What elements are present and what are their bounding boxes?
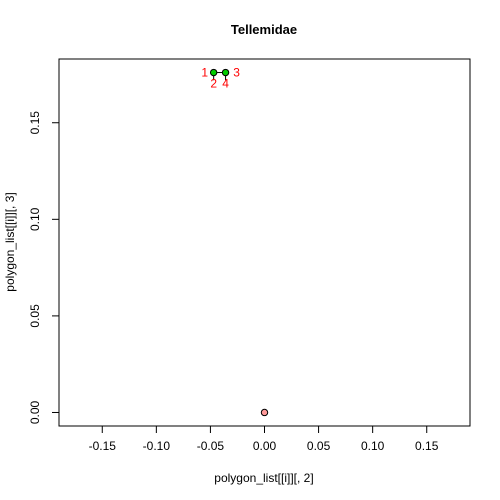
- data-points: [209, 68, 269, 417]
- y-tick-label: 0.10: [28, 207, 42, 231]
- point-label: 3: [233, 66, 240, 80]
- y-tick-label: 0.05: [28, 304, 42, 328]
- x-tick-label: 0.15: [415, 439, 439, 453]
- point-label: 4: [222, 77, 229, 91]
- y-axis-label: polygon_list[[i]][, 3]: [3, 192, 17, 291]
- x-tick-label: -0.15: [89, 439, 117, 453]
- data-point: [260, 408, 269, 417]
- y-tick-label: 0.00: [28, 400, 42, 424]
- y-axis: 0.00 0.05 0.10 0.15: [28, 111, 60, 424]
- chart-title: Tellemidae: [231, 22, 297, 37]
- x-tick-label: 0.00: [253, 439, 277, 453]
- x-tick-label: 0.05: [307, 439, 331, 453]
- point-annotations: 1 3 2 4: [201, 66, 240, 91]
- data-point: [221, 68, 230, 77]
- y-tick-label: 0.15: [28, 111, 42, 135]
- point-label: 1: [201, 66, 208, 80]
- x-axis: -0.15 -0.10 -0.05 0.00 0.05 0.10 0.15: [89, 425, 439, 453]
- plot-frame: [58, 58, 471, 427]
- data-point: [209, 68, 218, 77]
- x-tick-label: -0.10: [143, 439, 171, 453]
- point-label: 2: [210, 77, 217, 91]
- x-tick-label: -0.05: [197, 439, 225, 453]
- x-axis-label: polygon_list[[i]][, 2]: [214, 471, 313, 485]
- x-tick-label: 0.10: [361, 439, 385, 453]
